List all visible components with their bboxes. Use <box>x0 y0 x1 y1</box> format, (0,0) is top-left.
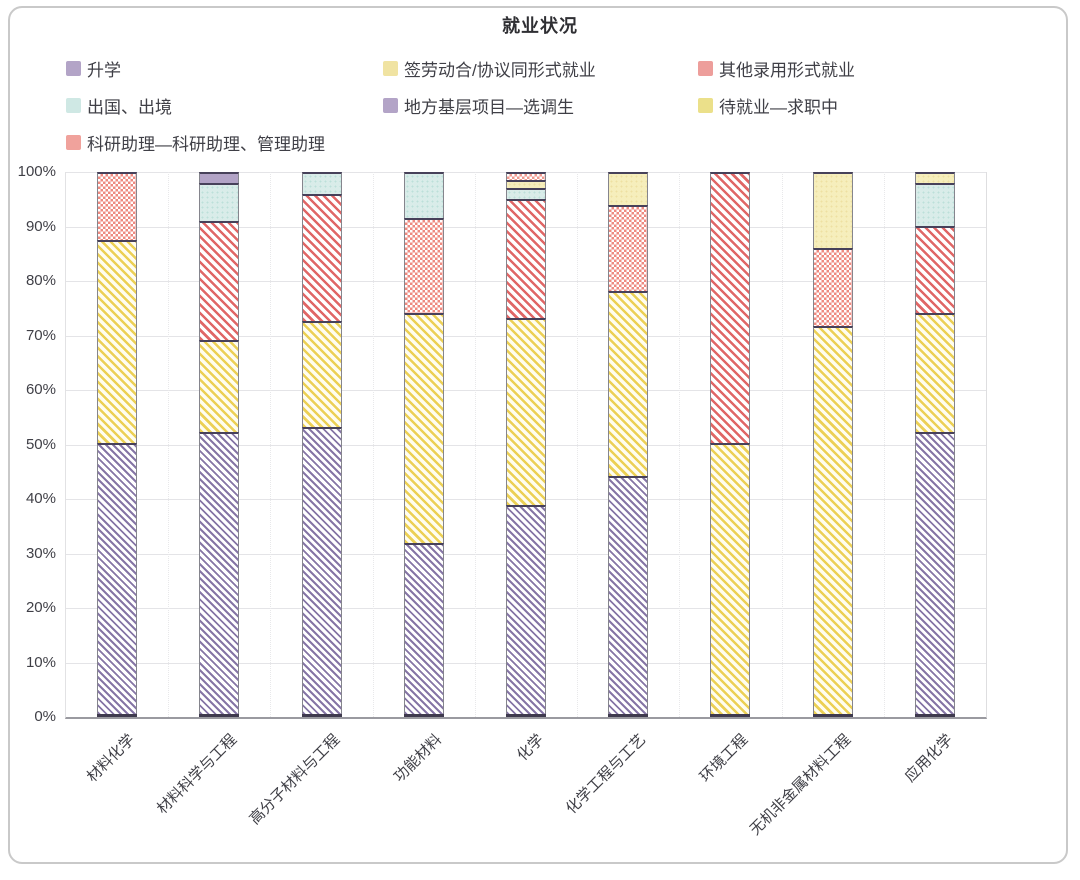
y-tick-label: 10% <box>25 653 56 671</box>
gridline-vertical <box>781 172 783 717</box>
bar-segment-daijiuye <box>914 172 955 183</box>
legend-row: 科研助理—科研助理、管理助理 <box>66 130 1046 155</box>
y-tick-label: 0% <box>34 708 56 725</box>
bar-segment-qianhetong <box>97 239 138 443</box>
bar-segment-qianhetong <box>812 326 853 714</box>
bar-segment-chuguo <box>301 172 342 194</box>
legend-item-daijiuye: 待就业—求职中 <box>698 93 1046 118</box>
bar-环境工程 <box>710 172 751 717</box>
legend-item-jiceng: 地方基层项目—选调生 <box>383 93 698 118</box>
legend-swatch-jiceng <box>383 98 398 113</box>
legend-swatch-keyan <box>66 135 81 150</box>
bar-segment-shengxue <box>301 426 342 714</box>
legend-item-chuguo: 出国、出境 <box>66 93 383 118</box>
legend-label: 待就业—求职中 <box>719 98 838 117</box>
y-tick-label: 100% <box>17 163 56 180</box>
bar-功能材料 <box>403 172 444 717</box>
legend-item-keyan: 科研助理—科研助理、管理助理 <box>66 130 383 155</box>
bar-segment-qita <box>301 193 342 322</box>
gridline-vertical <box>577 172 579 717</box>
chart-legend: 升学 签劳动合/协议同形式就业 其他录用形式就业出国、出境 地方基层项目—选调生 待就业… <box>66 56 1046 167</box>
legend-label: 地方基层项目—选调生 <box>404 98 574 117</box>
chart-title: 就业状况 <box>502 16 578 36</box>
bar-材料化学 <box>97 172 138 717</box>
bar-segment-daijiuye <box>506 180 546 189</box>
bar-高分子材料与工程 <box>301 172 342 717</box>
bar-化学工程与工艺 <box>608 172 649 717</box>
gridline-vertical <box>270 172 272 717</box>
legend-swatch-daijiuye <box>698 98 713 113</box>
bar-segment-qianhetong <box>199 340 240 433</box>
bar-segment-shengxue <box>914 432 955 714</box>
bar-segment-shengxue <box>199 432 240 714</box>
legend-item-qita: 其他录用形式就业 <box>698 56 1046 81</box>
bar-segment-chuguo <box>506 188 546 200</box>
y-tick-label: 90% <box>25 217 56 235</box>
legend-item-qianhetong: 签劳动合/协议同形式就业 <box>383 56 698 81</box>
legend-label: 其他录用形式就业 <box>719 61 855 80</box>
y-tick-label: 80% <box>25 272 56 289</box>
bar-应用化学 <box>914 172 955 717</box>
y-tick-label: 50% <box>25 435 56 453</box>
legend-label: 出国、出境 <box>87 98 172 117</box>
bar-segment-shengxue <box>608 475 649 714</box>
bar-segment-qianhetong <box>914 312 955 433</box>
bar-segment-qianhetong <box>301 321 342 427</box>
gridline-vertical <box>474 172 476 717</box>
legend-row: 出国、出境 地方基层项目—选调生 待就业—求职中 <box>66 93 1046 118</box>
bar-segment-qita <box>608 204 649 292</box>
legend-swatch-chuguo <box>66 98 81 113</box>
legend-label: 升学 <box>87 61 121 80</box>
bar-segment-qita <box>97 172 138 240</box>
bar-segment-qita <box>403 218 444 313</box>
bar-segment-chuguo <box>914 182 955 227</box>
bar-segment-shengxue <box>506 505 546 714</box>
bar-segment-chuguo <box>403 172 444 219</box>
bar-segment-shengxue <box>97 443 138 714</box>
bar-segment-qianhetong <box>403 312 444 544</box>
gridline-vertical <box>168 172 170 717</box>
bar-无机非金属材料工程 <box>812 172 853 717</box>
y-tick-label: 20% <box>25 599 56 616</box>
bar-材料科学与工程 <box>199 172 240 717</box>
bar-化学 <box>506 172 546 717</box>
legend-swatch-qianhetong <box>383 61 398 76</box>
bar-segment-keyan <box>506 172 546 181</box>
gridline-vertical <box>883 172 885 717</box>
gridline-vertical <box>679 172 681 717</box>
legend-item-shengxue: 升学 <box>66 56 383 81</box>
legend-swatch-shengxue <box>66 61 81 76</box>
y-tick-label: 60% <box>25 381 56 398</box>
legend-label: 科研助理—科研助理、管理助理 <box>87 135 325 154</box>
y-tick-label: 30% <box>25 544 56 562</box>
bar-segment-qita <box>199 220 240 341</box>
bar-segment-qita <box>506 199 546 319</box>
bar-segment-qita <box>812 247 853 327</box>
bar-segment-jiceng <box>199 172 240 183</box>
bar-segment-qianhetong <box>710 443 751 714</box>
plot-area <box>65 172 987 719</box>
bar-segment-daijiuye <box>812 172 853 248</box>
y-tick-label: 70% <box>25 326 56 344</box>
bar-segment-shengxue <box>403 543 444 714</box>
bar-segment-qianhetong <box>506 318 546 506</box>
bar-segment-chuguo <box>199 182 240 221</box>
bar-segment-qianhetong <box>608 291 649 476</box>
bar-segment-qita <box>914 226 955 313</box>
bar-segment-daijiuye <box>608 172 649 205</box>
legend-label: 签劳动合/协议同形式就业 <box>404 61 596 80</box>
y-tick-label: 40% <box>25 490 56 507</box>
legend-row: 升学 签劳动合/协议同形式就业 其他录用形式就业 <box>66 56 1046 81</box>
legend-swatch-qita <box>698 61 713 76</box>
gridline-vertical <box>372 172 374 717</box>
bar-segment-qita <box>710 172 751 443</box>
